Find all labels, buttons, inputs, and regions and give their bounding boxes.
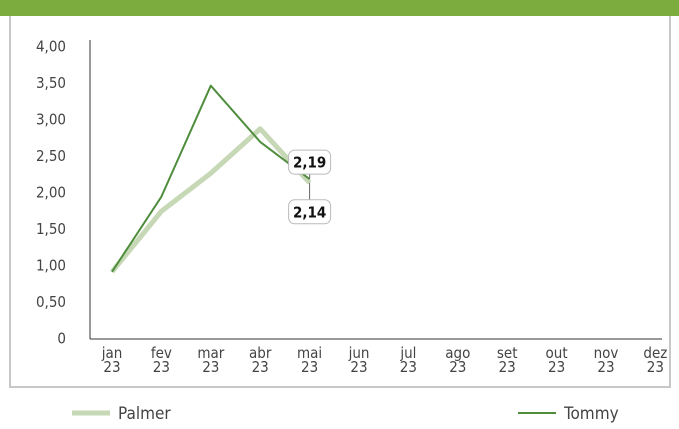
- y-tick-label: 3,50: [36, 74, 66, 92]
- x-tick-label: mai 23: [297, 344, 323, 376]
- frame: [9, 16, 671, 388]
- y-tick-label: 3,00: [36, 111, 66, 129]
- y-tick-label: 0,50: [36, 293, 66, 311]
- series-line: [111, 84, 311, 273]
- x-tick-label: ago 23: [445, 344, 471, 376]
- x-tick-label: nov 23: [593, 344, 619, 376]
- data-label: 2,14: [293, 203, 326, 221]
- label-box: [288, 199, 332, 225]
- y-tick-label: 2,00: [36, 184, 66, 202]
- x-tick-label: mar 23: [197, 344, 225, 376]
- y-tick-label: 2,50: [36, 147, 66, 165]
- y-tick-label: 1,00: [36, 257, 66, 275]
- x-tick-label: set 23: [496, 344, 518, 376]
- y-tick-label: 0: [57, 330, 66, 348]
- x-tick-label: jun 23: [348, 344, 370, 376]
- label-box: [288, 149, 332, 175]
- legend-label: Tommy: [563, 404, 619, 424]
- top-bar: [0, 0, 679, 16]
- x-tick-label: abr 23: [248, 344, 272, 376]
- x-tick-label: fev 23: [150, 344, 172, 376]
- legend-label: Palmer: [118, 404, 171, 424]
- y-tick-label: 1,50: [36, 220, 66, 238]
- y-tick-label: 4,00: [36, 38, 66, 56]
- series-line: [110, 126, 312, 274]
- x-tick-label: dez 23: [643, 344, 668, 376]
- x-tick-label: jul 23: [399, 344, 417, 376]
- x-tick-label: jan 23: [101, 344, 123, 376]
- x-tick-label: out 23: [545, 344, 568, 376]
- data-label: 2,19: [293, 154, 326, 172]
